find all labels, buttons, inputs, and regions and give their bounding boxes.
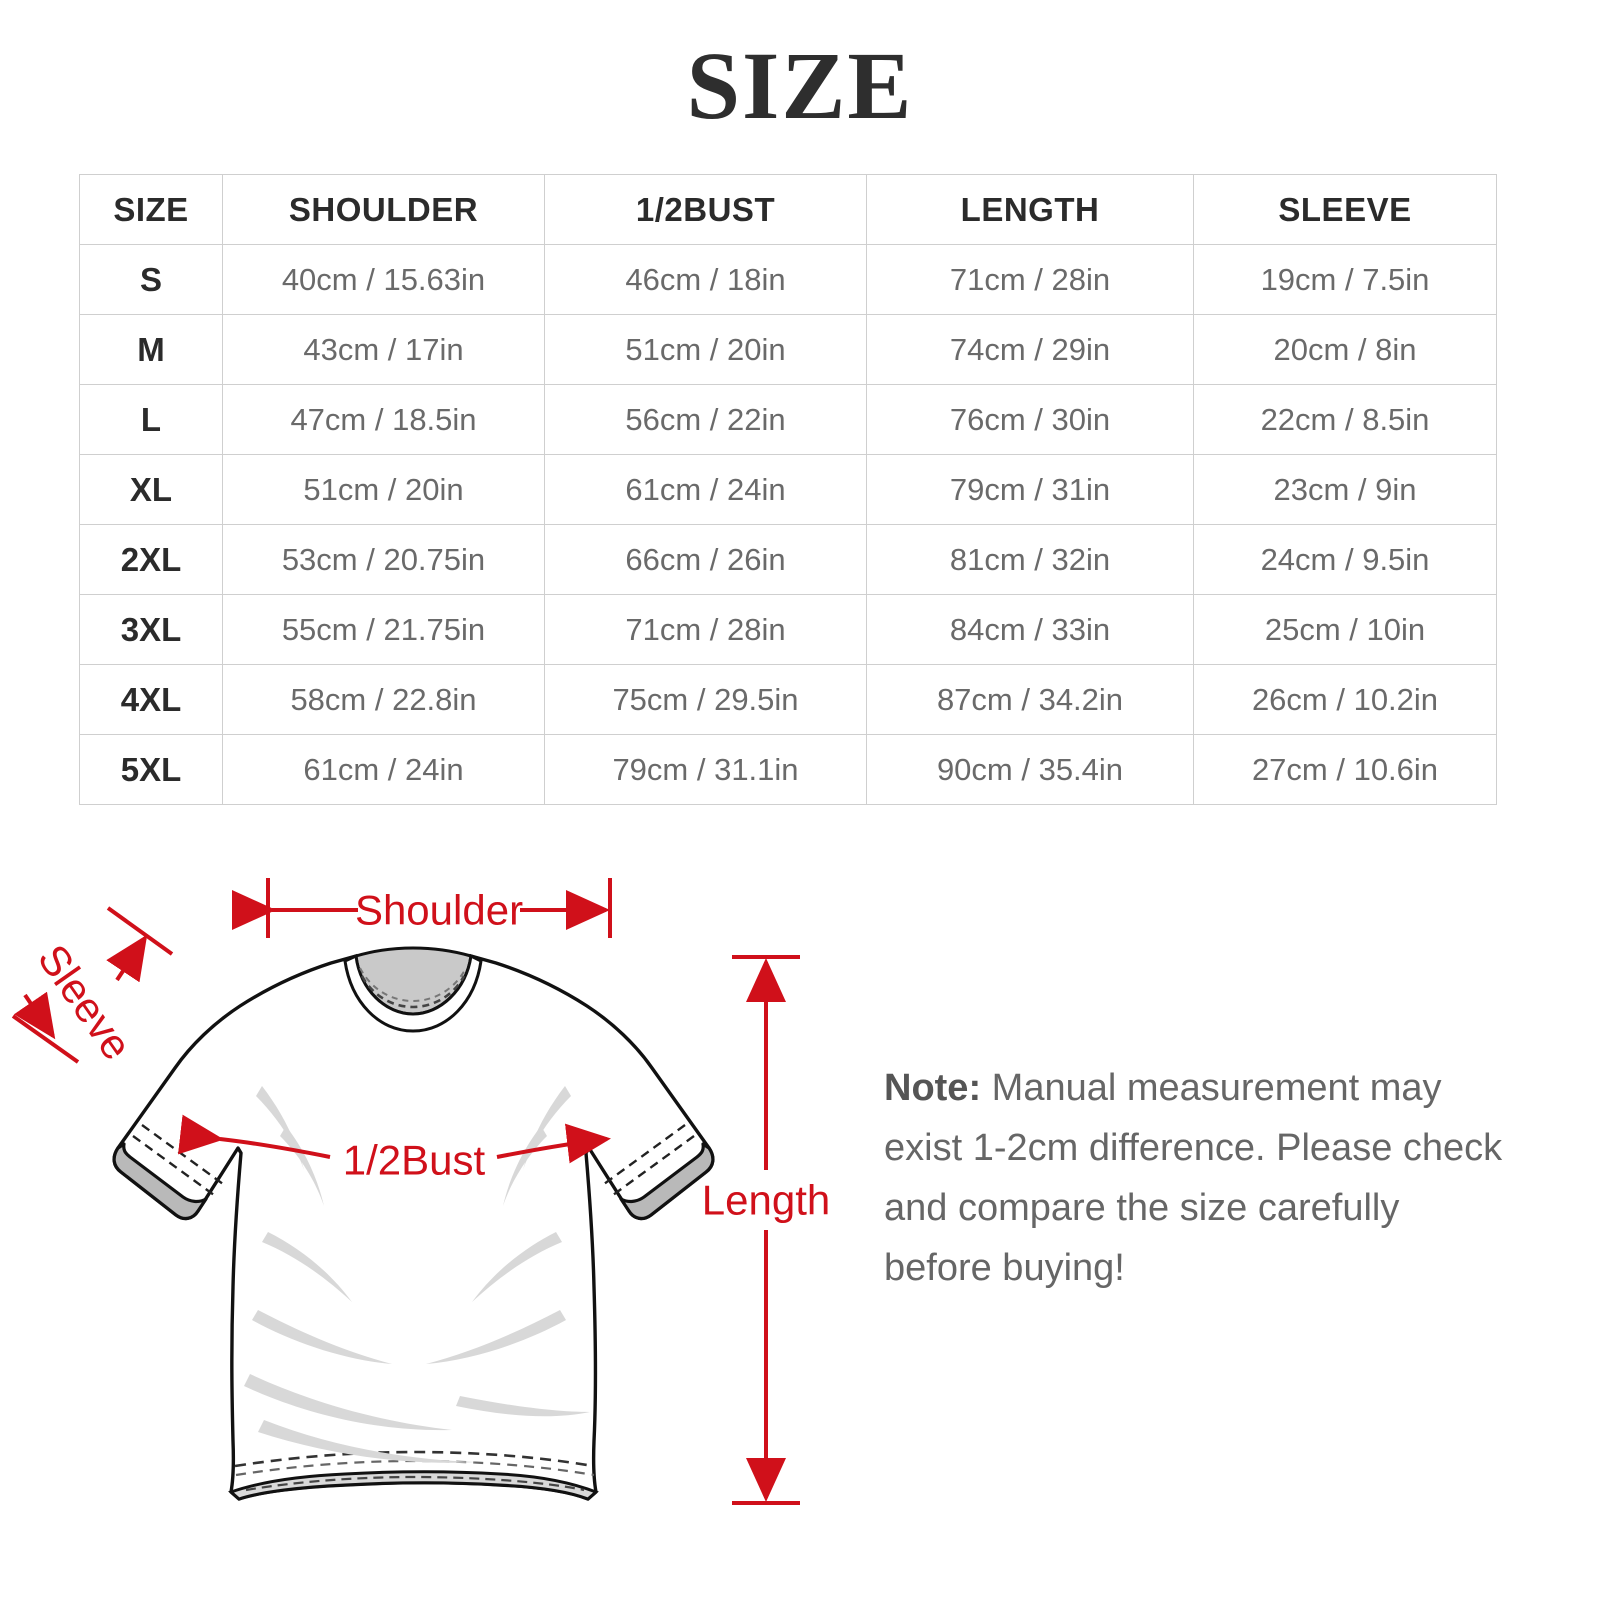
size-chart-table: SIZE SHOULDER 1/2BUST LENGTH SLEEVE S 40…: [79, 174, 1497, 805]
shoulder-label: Shoulder: [355, 887, 523, 934]
cell-shoulder: 40cm / 15.63in: [222, 244, 545, 315]
cell-length: 76cm / 30in: [866, 384, 1194, 455]
cell-sleeve: 20cm / 8in: [1193, 314, 1497, 385]
sleeve-measure-annotation: Sleeve: [11, 906, 174, 1068]
hem-roll-stitch: [245, 1475, 585, 1492]
cell-sleeve: 24cm / 9.5in: [1193, 524, 1497, 595]
left-sleeve-cuff-stitch-a: [132, 1135, 215, 1196]
cell-sleeve: 25cm / 10in: [1193, 594, 1497, 665]
left-sleeve-cuff-stitch-b: [141, 1124, 224, 1185]
column-header-shoulder: SHOULDER: [222, 174, 545, 245]
tshirt-collar-band: [343, 953, 483, 1033]
cell-sleeve: 26cm / 10.2in: [1193, 664, 1497, 735]
table-row: M 43cm / 17in 51cm / 20in 74cm / 29in 20…: [79, 314, 1497, 385]
cell-size: 3XL: [79, 594, 223, 665]
sleeve-arrow-up: [106, 934, 148, 983]
table-row: 5XL 61cm / 24in 79cm / 31.1in 90cm / 35.…: [79, 734, 1497, 805]
cell-sleeve: 19cm / 7.5in: [1193, 244, 1497, 315]
size-chart-table-container: SIZE SHOULDER 1/2BUST LENGTH SLEEVE S 40…: [79, 174, 1497, 805]
cell-bust: 75cm / 29.5in: [544, 664, 867, 735]
sleeve-label: Sleeve: [29, 936, 141, 1068]
table-row: XL 51cm / 20in 61cm / 24in 79cm / 31in 2…: [79, 454, 1497, 525]
collar-stitch-line: [360, 975, 466, 1009]
bust-measure-annotation: 1/2Bust: [177, 1114, 611, 1184]
length-label: Length: [702, 1177, 830, 1224]
cell-size: 2XL: [79, 524, 223, 595]
cell-shoulder: 53cm / 20.75in: [222, 524, 545, 595]
table-row: 3XL 55cm / 21.75in 71cm / 28in 84cm / 33…: [79, 594, 1497, 665]
cell-size: 5XL: [79, 734, 223, 805]
cell-length: 87cm / 34.2in: [866, 664, 1194, 735]
cell-size: 4XL: [79, 664, 223, 735]
measurement-diagram: Shoulder Sleeve 1/2Bust Length: [0, 840, 870, 1560]
cell-bust: 51cm / 20in: [544, 314, 867, 385]
right-sleeve-cuff-opening: [619, 1142, 715, 1221]
cell-size: M: [79, 314, 223, 385]
cell-bust: 79cm / 31.1in: [544, 734, 867, 805]
cell-shoulder: 47cm / 18.5in: [222, 384, 545, 455]
right-sleeve-cuff-stitch-b: [603, 1124, 686, 1185]
cell-bust: 61cm / 24in: [544, 454, 867, 525]
table-row: L 47cm / 18.5in 56cm / 22in 76cm / 30in …: [79, 384, 1497, 455]
table-header-row: SIZE SHOULDER 1/2BUST LENGTH SLEEVE: [79, 174, 1497, 245]
table-row: S 40cm / 15.63in 46cm / 18in 71cm / 28in…: [79, 244, 1497, 315]
cell-length: 79cm / 31in: [866, 454, 1194, 525]
table-row: 2XL 53cm / 20.75in 66cm / 26in 81cm / 32…: [79, 524, 1497, 595]
shoulder-measure-annotation: Shoulder: [232, 878, 612, 938]
sleeve-arrow-down: [13, 991, 56, 1040]
cell-sleeve: 27cm / 10.6in: [1193, 734, 1497, 805]
hem-roll: [228, 1470, 599, 1501]
cell-shoulder: 58cm / 22.8in: [222, 664, 545, 735]
cell-shoulder: 43cm / 17in: [222, 314, 545, 385]
cell-size: XL: [79, 454, 223, 525]
table-row: 4XL 58cm / 22.8in 75cm / 29.5in 87cm / 3…: [79, 664, 1497, 735]
cell-shoulder: 61cm / 24in: [222, 734, 545, 805]
note-label: Note:: [884, 1067, 982, 1109]
length-measure-annotation: Length: [702, 955, 830, 1505]
column-header-size: SIZE: [79, 174, 223, 245]
cell-sleeve: 23cm / 9in: [1193, 454, 1497, 525]
cell-bust: 46cm / 18in: [544, 244, 867, 315]
cell-length: 71cm / 28in: [866, 244, 1194, 315]
left-sleeve-cuff-opening: [112, 1142, 208, 1221]
bust-label: 1/2Bust: [343, 1137, 486, 1184]
cell-size: L: [79, 384, 223, 455]
note-text: Manual measurement may exist 1-2cm diffe…: [884, 1067, 1503, 1290]
cell-bust: 56cm / 22in: [544, 384, 867, 455]
fabric-shading: [244, 1086, 590, 1463]
hem-stitch-upper: [234, 1450, 594, 1468]
page-title: SIZE: [686, 32, 914, 139]
tshirt-body-outline: [112, 954, 715, 1501]
collar-stitch-line-2: [359, 967, 467, 1003]
cell-length: 90cm / 35.4in: [866, 734, 1194, 805]
column-header-sleeve: SLEEVE: [1193, 174, 1497, 245]
tshirt-illustration: [112, 946, 715, 1501]
cell-length: 84cm / 33in: [866, 594, 1194, 665]
cell-size: S: [79, 244, 223, 315]
cell-shoulder: 55cm / 21.75in: [222, 594, 545, 665]
right-sleeve-cuff-stitch-a: [612, 1135, 695, 1196]
cell-bust: 66cm / 26in: [544, 524, 867, 595]
sleeve-tick-top: [106, 906, 174, 956]
bust-arrow-left-segment: [177, 1114, 331, 1159]
cell-shoulder: 51cm / 20in: [222, 454, 545, 525]
column-header-length: LENGTH: [866, 174, 1194, 245]
cell-bust: 71cm / 28in: [544, 594, 867, 665]
cell-length: 74cm / 29in: [866, 314, 1194, 385]
note-block: Note: Manual measurement may exist 1-2cm…: [884, 1058, 1514, 1298]
column-header-bust: 1/2BUST: [544, 174, 867, 245]
cell-length: 81cm / 32in: [866, 524, 1194, 595]
cell-sleeve: 22cm / 8.5in: [1193, 384, 1497, 455]
bust-arrow-right-segment: [496, 1123, 611, 1164]
